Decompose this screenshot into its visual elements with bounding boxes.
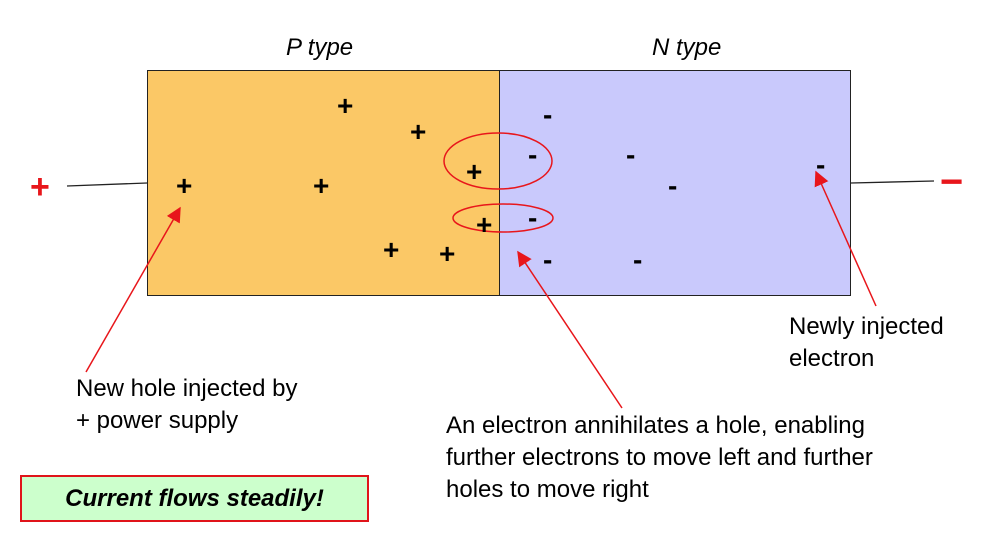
electron-charge: - [543,99,553,130]
hole-charge: + [176,170,193,201]
new-hole-annotation: New hole injected by + power supply [76,375,298,434]
electron-charge: - [528,202,538,233]
hole-charge: + [383,234,400,265]
electron-charge: - [626,139,636,170]
electron-charge: - [668,170,678,201]
annihilation-arrow [517,250,623,409]
p-type-region [147,70,500,296]
n-type-label: N type [652,34,722,61]
new-electron-annotation: Newly injected electron [789,313,944,372]
recombination-ellipse-lower [452,203,554,233]
hole-charge: + [410,116,427,147]
current-flows-callout: Current flows steadily! [20,475,369,522]
electron-injection-arrow [814,170,877,307]
left-wire [66,182,148,187]
positive-terminal-icon: + [30,168,50,206]
electron-charge: - [543,244,553,275]
annihilation-annotation: An electron annihilates a hole, enabling… [446,412,873,503]
electron-charge: - [816,149,826,180]
hole-injection-arrow [85,206,181,373]
recombination-ellipse-upper [443,132,553,190]
right-wire [850,180,935,184]
hole-charge: + [476,209,493,240]
electron-charge: - [633,244,643,275]
electron-charge: - [528,139,538,170]
hole-charge: + [313,170,330,201]
n-type-region [499,70,851,296]
p-type-label: P type [286,34,354,61]
hole-charge: + [337,90,354,121]
hole-charge: + [439,238,456,269]
negative-terminal-icon: − [940,160,964,204]
hole-charge: + [466,156,483,187]
